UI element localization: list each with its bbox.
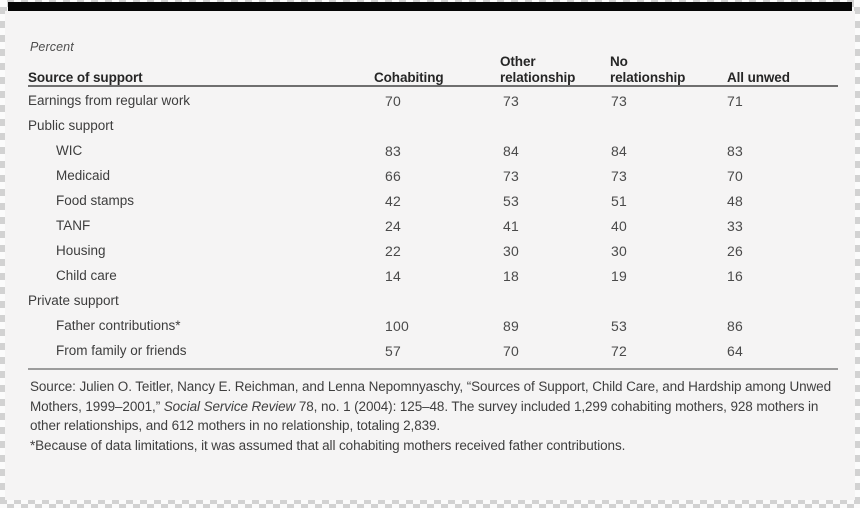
cell-value: 89 (503, 317, 519, 334)
column-header-no-relationship: No relationship (604, 54, 721, 85)
cell-value: 70 (385, 92, 401, 109)
row-label: Food stamps (56, 193, 135, 208)
row-label: Earnings from regular work (28, 93, 191, 108)
cell-value: 30 (503, 242, 519, 259)
column-header-source-of-support: Source of support (28, 69, 143, 85)
cell-value: 84 (611, 142, 627, 159)
cell-value: 16 (727, 267, 743, 284)
row-label: Medicaid (56, 168, 111, 183)
cell-value: 83 (385, 142, 401, 159)
cell-value: 86 (727, 317, 743, 334)
cell-value: 26 (727, 242, 743, 259)
header-rule (28, 85, 838, 87)
cell-value: 24 (385, 217, 401, 234)
table-content: Percent Source of support Cohabiting Oth… (28, 11, 840, 500)
column-header-label: Other relationship (500, 54, 576, 85)
cell-value: 42 (385, 192, 401, 209)
cell-value: 22 (385, 242, 401, 259)
row-label: Housing (56, 243, 106, 258)
column-header-label: No relationship (610, 54, 686, 85)
cell-value: 48 (727, 192, 743, 209)
cell-value: 51 (611, 192, 627, 209)
cell-value: 66 (385, 167, 401, 184)
table-row: Father contributions* 100 89 53 86 (28, 313, 838, 338)
column-header-other-relationship: Other relationship (494, 54, 604, 85)
table-section-row: Public support (28, 113, 838, 138)
cell-value: 100 (385, 317, 409, 334)
table-row: WIC 83 84 84 83 (28, 138, 838, 163)
cell-value: 30 (611, 242, 627, 259)
asterisk-footnote: *Because of data limitations, it was ass… (30, 437, 626, 453)
table-row: Housing 22 30 30 26 (28, 238, 838, 263)
row-label: Private support (28, 293, 119, 308)
cell-value: 41 (503, 217, 519, 234)
cell-value: 33 (727, 217, 743, 234)
top-black-bar (8, 2, 852, 11)
table-row: Earnings from regular work 70 73 73 71 (28, 88, 838, 113)
cell-value: 64 (727, 342, 743, 359)
bottom-rule (28, 368, 838, 370)
cell-value: 53 (611, 317, 627, 334)
row-label: TANF (56, 218, 91, 233)
cell-value: 40 (611, 217, 627, 234)
table-row: TANF 24 41 40 33 (28, 213, 838, 238)
cell-value: 73 (503, 92, 519, 109)
cell-value: 73 (503, 167, 519, 184)
unit-label: Percent (30, 40, 74, 54)
source-note: Source: Julien O. Teitler, Nancy E. Reic… (30, 377, 838, 436)
table-header-row: Source of support Cohabiting Other relat… (28, 49, 838, 85)
row-label: WIC (56, 143, 83, 158)
row-label: From family or friends (56, 343, 187, 358)
table-section-row: Private support (28, 288, 838, 313)
column-header-cohabiting: Cohabiting (368, 70, 494, 86)
cell-value: 73 (611, 92, 627, 109)
cell-value: 72 (611, 342, 627, 359)
cell-value: 84 (503, 142, 519, 159)
journal-title: Social Service Review (163, 398, 296, 414)
row-label: Child care (56, 268, 117, 283)
column-header-all-unwed: All unwed (721, 70, 838, 86)
cell-value: 71 (727, 92, 743, 109)
cell-value: 14 (385, 267, 401, 284)
notes-block: Source: Julien O. Teitler, Nancy E. Reic… (30, 377, 838, 455)
table-row: From family or friends 57 70 72 64 (28, 338, 838, 363)
table-figure-panel: Percent Source of support Cohabiting Oth… (5, 11, 855, 500)
cell-value: 70 (727, 167, 743, 184)
row-label: Father contributions* (56, 318, 181, 333)
table-body: Earnings from regular work 70 73 73 71 Public… (28, 88, 838, 363)
cell-value: 19 (611, 267, 627, 284)
column-header-label: All unwed (727, 69, 790, 85)
source-text-suffix: 78, no. 1 (2004): 125–48. The survey inc… (30, 398, 819, 434)
cell-value: 83 (727, 142, 743, 159)
cell-value: 70 (503, 342, 519, 359)
cell-value: 73 (611, 167, 627, 184)
source-text-prefix: Source: Julien O. Teitler, Nancy E. Reic… (30, 379, 831, 414)
table-row: Child care 14 18 19 16 (28, 263, 838, 288)
column-header-label: Cohabiting (374, 69, 444, 85)
table-row: Food stamps 42 53 51 48 (28, 188, 838, 213)
cell-value: 18 (503, 267, 519, 284)
cell-value: 53 (503, 192, 519, 209)
cell-value: 57 (385, 342, 401, 359)
table-row: Medicaid 66 73 73 70 (28, 163, 838, 188)
row-label: Public support (28, 118, 114, 133)
